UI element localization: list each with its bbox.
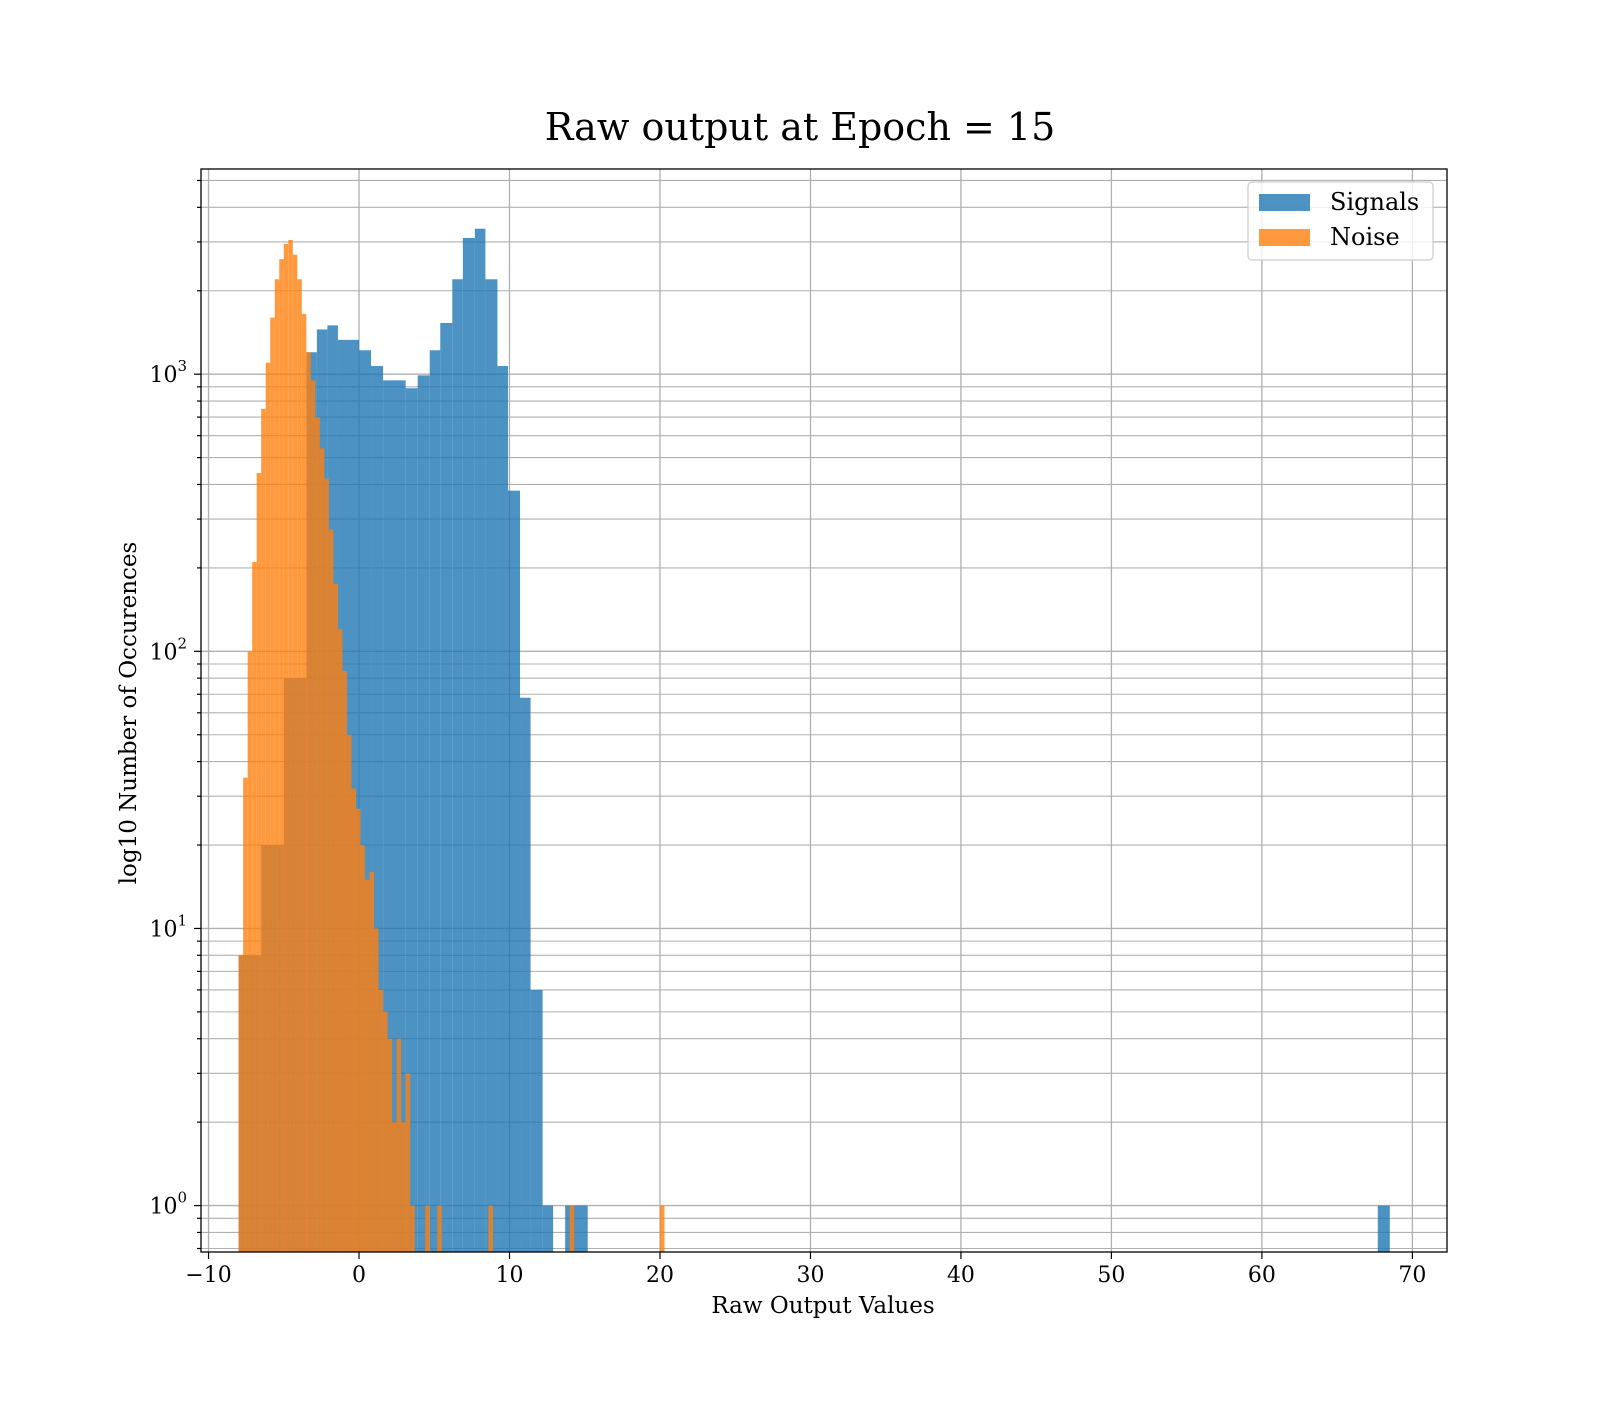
histogram-bar (405, 1073, 411, 1252)
histogram-bar (565, 1205, 588, 1252)
histogram-bar (319, 448, 325, 1253)
histogram-bar (288, 239, 293, 1253)
histogram-bar (306, 352, 311, 1253)
x-tick-label: 30 (796, 1263, 824, 1288)
series-noise-bars (238, 239, 665, 1253)
histogram-bar (485, 279, 498, 1252)
histogram-bar (351, 788, 356, 1252)
x-tick-label: 70 (1398, 1263, 1426, 1288)
histogram-bar (337, 629, 343, 1252)
x-tick-label: −10 (185, 1263, 231, 1288)
histogram-bar (417, 375, 430, 1252)
histogram-bar (542, 1205, 554, 1252)
histogram-bar (437, 1205, 442, 1252)
histogram-bar (410, 1205, 415, 1252)
plot-border (200, 168, 1448, 1253)
y-tick-label: 102 (149, 634, 187, 665)
histogram-bar (520, 697, 531, 1252)
histogram-bar (247, 651, 253, 1252)
histogram-bar (1377, 1205, 1390, 1252)
histogram-bar (301, 313, 307, 1252)
histogram-bar (365, 879, 370, 1252)
histogram-bar (369, 871, 375, 1252)
histogram-bar (378, 989, 384, 1252)
histogram-bar (396, 1038, 402, 1252)
histogram-bar (440, 322, 453, 1253)
x-tick-label: 60 (1248, 1263, 1276, 1288)
y-axis-label: log10 Number of Occurences (116, 542, 142, 885)
histogram-bar (243, 777, 248, 1252)
histogram-bar (360, 845, 366, 1252)
histogram-bar (261, 408, 266, 1252)
histogram-bar (383, 1011, 388, 1252)
histogram-bar (310, 380, 316, 1252)
histogram-bar (346, 734, 352, 1252)
histogram-bar (429, 350, 441, 1252)
histogram-bar (355, 808, 361, 1252)
histogram-bar (530, 989, 543, 1252)
histogram-bar (252, 562, 257, 1252)
histogram-bar (452, 279, 463, 1252)
histogram-bar (333, 583, 338, 1252)
histogram-bar (274, 279, 280, 1252)
histogram-bar (238, 955, 244, 1252)
x-tick-label: 40 (947, 1263, 975, 1288)
x-axis-ticks: −10 0 10 20 30 40 50 60 70 (185, 1252, 1426, 1288)
legend-label-noise: Noise (1330, 223, 1400, 251)
x-tick-label: 20 (646, 1263, 674, 1288)
histogram-bar (374, 928, 379, 1252)
series-signals-bars (238, 228, 1390, 1253)
plot-frame (200, 168, 1448, 1253)
x-axis-label: Raw Output Values (711, 1293, 934, 1319)
legend: Signals Noise (1247, 181, 1434, 261)
histogram-bar (342, 670, 347, 1252)
histogram-bar (283, 243, 289, 1252)
histogram-bar (401, 1122, 406, 1252)
y-tick-label: 103 (149, 357, 187, 388)
histogram-bar (328, 529, 334, 1252)
legend-label-signals: Signals (1330, 188, 1419, 216)
y-tick-label: 100 (149, 1189, 187, 1220)
histogram-bar (297, 279, 302, 1252)
histogram-bar (488, 1205, 493, 1252)
legend-swatch-signals (1259, 194, 1310, 211)
histogram-bar (315, 417, 320, 1252)
x-tick-label: 10 (495, 1263, 523, 1288)
histogram-bar (256, 472, 262, 1252)
histogram-bar (659, 1205, 665, 1252)
histogram-bar (405, 388, 418, 1253)
chart-title: Raw output at Epoch = 15 (545, 105, 1056, 149)
histogram-bar (265, 362, 271, 1252)
histogram-bar (292, 254, 298, 1253)
histogram-bar (569, 1205, 575, 1252)
histogram-bars (238, 228, 1390, 1253)
x-tick-label: 0 (352, 1263, 366, 1288)
histogram-bar (324, 478, 329, 1253)
histogram-bar (474, 228, 486, 1253)
histogram-bar (387, 1038, 393, 1252)
y-tick-label: 101 (149, 911, 187, 942)
histogram-bar (392, 1122, 397, 1252)
histogram-bar (462, 238, 475, 1252)
histogram-bar (279, 259, 284, 1252)
histogram-bar (270, 317, 275, 1252)
histogram-bar (383, 380, 406, 1252)
histogram-bar (497, 366, 508, 1252)
y-axis-ticks: 100 101 102 103 (149, 179, 201, 1250)
histogram-bar (425, 1205, 430, 1252)
x-tick-label: 50 (1097, 1263, 1125, 1288)
histogram-bar (507, 490, 521, 1252)
legend-swatch-noise (1259, 229, 1310, 246)
